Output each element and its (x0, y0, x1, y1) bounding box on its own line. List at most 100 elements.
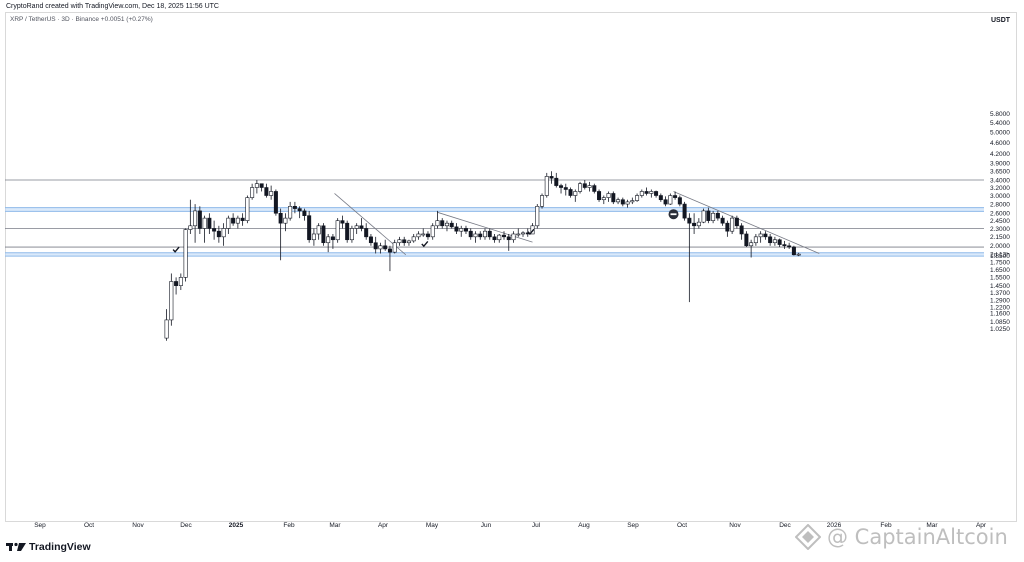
y-tick-label: 2.6000 (990, 211, 1010, 218)
candle (207, 213, 212, 234)
candle-body (216, 230, 221, 238)
candle (402, 236, 407, 246)
candle (554, 172, 559, 188)
candle (454, 223, 459, 234)
candle (511, 231, 516, 243)
horizontal-levels (5, 179, 984, 248)
price-axis[interactable]: 5.8000 5.4000 5.0000 4.6000 4.2000 3.9000 3.65… (990, 111, 1010, 333)
candle-body (278, 212, 283, 224)
candle (316, 223, 321, 240)
candle-body (273, 191, 278, 214)
candle (625, 199, 630, 208)
y-tick-label: 5.8000 (990, 111, 1010, 118)
y-tick-label: 2.4500 (990, 218, 1010, 225)
zone-1 (5, 252, 984, 257)
candle-body (502, 234, 507, 238)
candle (777, 238, 782, 248)
candle-body (454, 226, 459, 232)
y-tick-label: 3.4000 (990, 177, 1010, 184)
trendline-2[interactable] (673, 191, 820, 254)
candle-body (231, 217, 236, 224)
countdown-label: 2d 13h (990, 251, 1010, 258)
support-resistance-zones (5, 207, 984, 257)
candle (758, 231, 763, 243)
candle-body (706, 210, 711, 221)
candle (178, 273, 183, 291)
candle-body (682, 203, 687, 219)
candle-body (568, 189, 573, 196)
candle (478, 231, 483, 240)
x-tick-label: Aug (578, 522, 590, 529)
candle-body (345, 222, 350, 241)
candle-body (725, 222, 730, 232)
candle (791, 245, 796, 256)
candle-body (663, 199, 668, 205)
candle-body (264, 187, 269, 196)
candle (559, 183, 564, 194)
y-tick-label: 2.0000 (990, 243, 1010, 250)
candle (535, 204, 540, 229)
candle-body (497, 234, 502, 241)
candle-body (292, 206, 297, 209)
check-icon (527, 228, 535, 236)
candle (772, 236, 777, 246)
candle (730, 215, 735, 234)
watermark-text: @ CaptainAltcoin (827, 525, 1008, 549)
candle-body (734, 217, 739, 227)
candle (668, 193, 673, 205)
candle (753, 233, 758, 246)
candle-body (563, 187, 568, 190)
candle-body (245, 197, 250, 221)
candle (725, 220, 730, 237)
candle-body (687, 217, 692, 224)
candle (744, 231, 749, 248)
candle-body (316, 225, 321, 235)
candle-body (269, 191, 274, 196)
candle (468, 228, 473, 240)
symbol-legend[interactable]: XRP / TetherUS · 3D · Binance +0.0051 (+… (10, 16, 153, 23)
candle-body (616, 199, 621, 203)
candle (411, 233, 416, 243)
candle (383, 239, 388, 251)
candle-body (578, 183, 583, 192)
candle (768, 233, 773, 246)
candle-body (387, 248, 392, 253)
candle (326, 233, 331, 253)
candle-body (378, 245, 383, 250)
candle (635, 193, 640, 202)
candle-body (402, 239, 407, 244)
candle (597, 189, 602, 202)
trendline-1[interactable] (437, 211, 533, 243)
candle (587, 181, 592, 192)
candle-body (739, 225, 744, 235)
candle-body (411, 236, 416, 242)
candle (630, 197, 635, 205)
x-tick-label: 2025 (229, 522, 244, 529)
candle-body (544, 176, 549, 196)
candle-body (654, 191, 659, 196)
candle (373, 236, 378, 254)
candle-body (383, 245, 388, 250)
candle-body (178, 277, 183, 286)
candle (245, 195, 250, 224)
candle (658, 193, 663, 202)
y-tick-label: 3.0000 (990, 193, 1010, 200)
candle-body (330, 236, 335, 241)
y-tick-label: 1.0850 (990, 319, 1010, 326)
candle-body (368, 236, 373, 244)
candle (444, 220, 449, 232)
y-tick-label: 3.9000 (990, 160, 1010, 167)
candlesticks (164, 171, 801, 341)
candle-body (482, 230, 487, 238)
candle (449, 220, 454, 229)
candle-body (373, 242, 378, 250)
candle (164, 309, 169, 341)
candle-body (335, 220, 340, 241)
candle (292, 201, 297, 214)
time-axis[interactable]: Sep Oct Nov Dec 2025 Feb Mar Apr May Jun Jul Aug Sep… (34, 522, 987, 529)
y-tick-label: 4.6000 (990, 140, 1010, 147)
candle (473, 231, 478, 243)
candle (563, 183, 568, 196)
candle-body (753, 236, 758, 244)
